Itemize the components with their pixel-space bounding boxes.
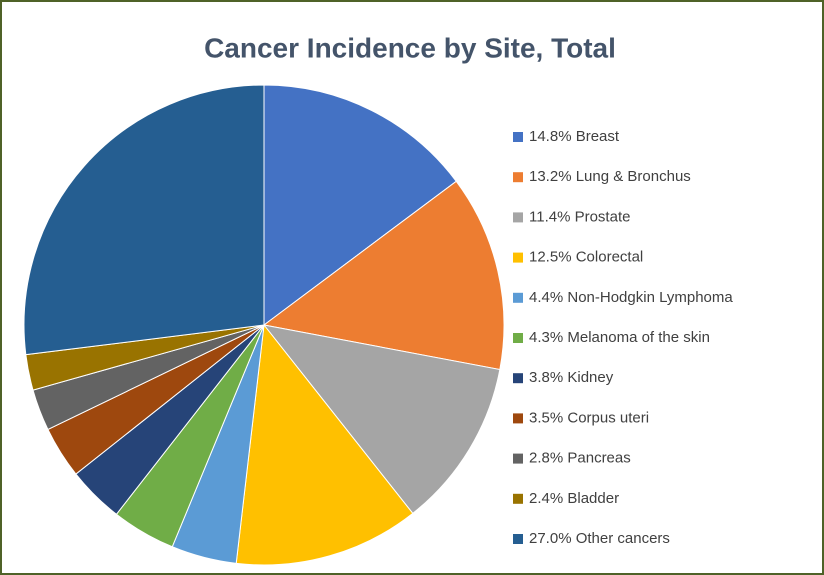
legend-swatch (513, 413, 523, 424)
legend-category: Melanoma of the skin (567, 329, 710, 346)
legend-swatch (513, 172, 523, 183)
legend-category: Other cancers (576, 530, 670, 547)
legend-value: 14.8% (529, 128, 572, 145)
pie-slice (262, 324, 501, 515)
legend-swatch (513, 132, 523, 142)
legend-label: 11.4% Prostate (529, 208, 630, 225)
legend-category: Corpus uteri (567, 409, 649, 426)
legend-category: Kidney (567, 369, 613, 386)
legend-value: 11.4% (529, 208, 570, 225)
chart-title: Cancer Incidence by Site, Total (204, 32, 616, 63)
legend-category: Breast (576, 128, 620, 145)
pie-slice (263, 84, 457, 326)
legend-label: 27.0% Other cancers (529, 530, 670, 547)
legend-label: 2.8% Pancreas (529, 450, 631, 467)
legend-category: Lung & Bronchus (576, 168, 691, 185)
pie-slice (262, 180, 505, 371)
legend-swatch (513, 373, 523, 384)
legend-swatch (513, 252, 523, 263)
legend-label: 2.4% Bladder (529, 490, 619, 507)
legend-label: 12.5% Colorectal (529, 249, 643, 266)
legend-label: 3.8% Kidney (529, 369, 614, 386)
legend-value: 13.2% (529, 168, 572, 185)
legend-value: 12.5% (529, 249, 572, 266)
legend-value: 4.4% (529, 289, 563, 306)
legend-category: Pancreas (567, 450, 630, 467)
legend-swatch (513, 292, 523, 303)
legend-value: 27.0% (529, 530, 572, 547)
legend-label: 4.3% Melanoma of the skin (529, 329, 710, 346)
legend-swatch (513, 212, 523, 223)
legend-label: 13.2% Lung & Bronchus (529, 168, 691, 185)
legend-category: Non-Hodgkin Lymphoma (567, 289, 733, 306)
legend-swatch (513, 493, 523, 504)
pie-slice (23, 84, 265, 356)
legend-value: 4.3% (529, 329, 563, 346)
legend-label: 3.5% Corpus uteri (529, 409, 649, 426)
pie-slice (235, 323, 414, 566)
legend-value: 3.8% (529, 369, 563, 386)
legend-category: Prostate (575, 208, 631, 225)
legend-category: Colorectal (576, 249, 644, 266)
legend-category: Bladder (567, 490, 619, 507)
legend-label: 4.4% Non-Hodgkin Lymphoma (529, 289, 733, 306)
legend-value: 2.4% (529, 490, 563, 507)
legend-label: 14.8% Breast (529, 128, 620, 145)
legend-swatch (513, 453, 523, 464)
legend-value: 2.8% (529, 450, 563, 467)
legend-swatch (513, 534, 523, 544)
legend-swatch (513, 333, 523, 343)
legend-value: 3.5% (529, 409, 563, 426)
